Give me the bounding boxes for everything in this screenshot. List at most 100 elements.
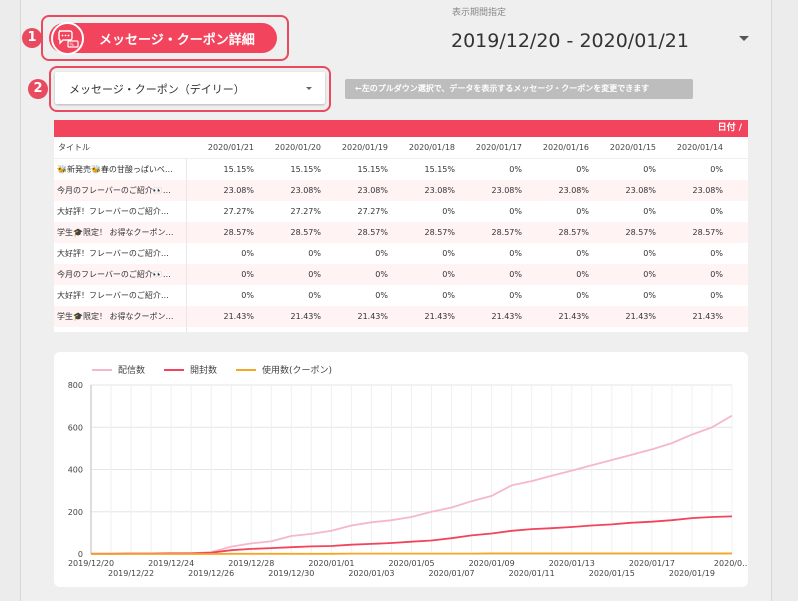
table-cell: 28%: [262, 327, 329, 332]
table-cell: 23.08%: [262, 180, 329, 201]
table-cell: 27.27%: [223, 207, 254, 216]
detail-button-label: メッセージ・クーポン詳細: [99, 33, 255, 48]
table-cell: 0%: [710, 165, 723, 174]
annotation-badge-1: 1: [22, 28, 42, 48]
y-tick-label: 200: [68, 508, 83, 517]
table-cell: 21.43%: [262, 306, 329, 327]
table-cell: 28%: [530, 327, 597, 332]
column-header-date[interactable]: 2020/01/19: [329, 137, 396, 159]
x-tick-label: 2019/12/24: [148, 559, 194, 568]
row-title: 大好評！フレーバーのご紹介…: [54, 285, 187, 306]
highlight-box-2: [49, 66, 331, 112]
date-range-dropdown-icon[interactable]: [739, 36, 749, 41]
table-cell: 15.15%: [290, 165, 321, 174]
table-row: 🐝新発売🐝春の甘酸っぱいベ… 15.15% 15.15% 15.15% 15.15% 0%…: [54, 158, 748, 180]
table-cell: 0%: [463, 264, 530, 285]
legend-label[interactable]: 使用数(クーポン): [262, 364, 332, 376]
table-cell: 23.08%: [530, 180, 597, 201]
table-row: 大好評！フレーバーのご紹介…28%28%28%28%28%28%24%24%: [54, 327, 748, 332]
x-tick-label: 2020/0…: [714, 559, 748, 568]
column-header-date[interactable]: 2020/01/20: [262, 137, 329, 159]
x-tick-label: 2019/12/26: [188, 569, 234, 578]
table-row: 今月のフレーバーのご紹介👀… 23.08% 23.08% 23.08% 23.08% 23…: [54, 180, 748, 201]
y-tick-label: 400: [68, 466, 83, 475]
table-cell: 0%: [643, 291, 656, 300]
x-tick-label: 2020/01/15: [589, 569, 635, 578]
table-cell: 0%: [396, 264, 463, 285]
x-tick-label: 2020/01/05: [388, 559, 434, 568]
table-cell: 21.43%: [463, 306, 530, 327]
column-header-date[interactable]: 2020/01/21: [186, 137, 262, 159]
message-coupon-select[interactable]: メッセージ・クーポン（デイリー）: [55, 72, 325, 104]
hint-text: ←左のプルダウン選択で、データを表示するメッセージ・クーポンを変更できます: [345, 79, 693, 99]
svg-text:%: %: [70, 42, 75, 48]
line-chart: 02004006008002019/12/202019/12/222019/12…: [68, 364, 750, 578]
series-line-3: [91, 552, 732, 555]
table-cell: 0%: [509, 165, 522, 174]
select-value: メッセージ・クーポン（デイリー）: [69, 83, 245, 96]
chevron-down-icon: [306, 87, 312, 90]
table-cell: 0%: [308, 249, 321, 258]
table-cell: 0%: [576, 249, 589, 258]
table-row: 学生🎓限定！ お得なクーポン… 28.57% 28.57% 28.57% 28.57% 2…: [54, 222, 748, 243]
message-coupon-icon: %: [51, 22, 84, 55]
table-cell: 28%: [329, 327, 396, 332]
table-cell: 0%: [375, 291, 388, 300]
table-cell: 21.43%: [530, 306, 597, 327]
table-cell: 23.08%: [463, 180, 530, 201]
table-cell: 23.08%: [329, 180, 396, 201]
table-cell: 0%: [442, 207, 455, 216]
table-cell: 0%: [576, 207, 589, 216]
table-cell: 23.08%: [664, 180, 731, 201]
table-cell: 0%: [509, 249, 522, 258]
table-cell: 23.08%: [186, 180, 262, 201]
column-header-date[interactable]: 2020/01/18: [396, 137, 463, 159]
table-cell: 28%: [396, 327, 463, 332]
table-cell: 24%: [664, 327, 731, 332]
y-tick-label: 600: [68, 423, 83, 432]
table-cell: 0%: [643, 165, 656, 174]
x-tick-label: 2019/12/30: [268, 569, 314, 578]
table-cell: 27.27%: [290, 207, 321, 216]
date-range-picker[interactable]: 2019/12/20 - 2020/01/21: [451, 30, 689, 52]
table-cell: 0%: [308, 291, 321, 300]
row-title: 大好評！フレーバーのご紹介…: [54, 327, 187, 332]
table-cell: [731, 306, 748, 327]
x-tick-label: 2020/01/11: [509, 569, 555, 578]
table-cell: 23.08%: [597, 180, 664, 201]
table-row: 大好評！フレーバーのご紹介… 0% 0% 0% 0% 0% 0% 0% 0%: [54, 243, 748, 264]
row-title: 大好評！フレーバーのご紹介…: [54, 243, 187, 264]
table-cell: 0%: [241, 291, 254, 300]
table-cell: 28.57%: [329, 222, 396, 243]
column-header-date[interactable]: 2020/01/16: [530, 137, 597, 159]
table-cell: 0%: [576, 291, 589, 300]
column-header-date[interactable]: 2020/01/17: [463, 137, 530, 159]
row-title: 学生🎓限定！ お得なクーポン…: [54, 306, 187, 327]
row-title: 今月のフレーバーのご紹介👀…: [54, 180, 187, 201]
table-group-header: 日付 /: [54, 120, 748, 137]
table-cell: [731, 327, 748, 332]
table-cell: 0%: [442, 291, 455, 300]
table-cell: 28.57%: [530, 222, 597, 243]
message-coupon-detail-button[interactable]: % メッセージ・クーポン詳細: [49, 22, 277, 55]
x-tick-label: 2019/12/22: [108, 569, 154, 578]
table-cell: 23.08%: [396, 180, 463, 201]
column-header-date[interactable]: 2: [731, 137, 748, 159]
table-cell: 21.43%: [396, 306, 463, 327]
y-tick-label: 800: [68, 381, 83, 390]
column-header-date[interactable]: 2020/01/14: [664, 137, 731, 159]
x-tick-label: 2020/01/13: [549, 559, 595, 568]
x-tick-label: 2020/01/01: [308, 559, 354, 568]
legend-label[interactable]: 開封数: [190, 364, 217, 376]
rate-table: 日付 / タイトル 2020/01/21 2020/01/20 2020/01/19 2…: [54, 120, 748, 332]
table-row: 学生🎓限定！ お得なクーポン… 21.43% 21.43% 21.43% 21.43% 2…: [54, 306, 748, 327]
table-cell: 0%: [262, 264, 329, 285]
x-tick-label: 2020/01/19: [669, 569, 715, 578]
legend-label[interactable]: 配信数: [118, 364, 145, 376]
column-header-title: タイトル: [54, 137, 186, 159]
table-cell: 21.43%: [186, 306, 262, 327]
column-header-date[interactable]: 2020/01/15: [597, 137, 664, 159]
table-row: 今月のフレーバーのご紹介👀… 0% 0% 0% 0% 0% 0% 0% 0%: [54, 264, 748, 285]
table-cell: 28.57%: [463, 222, 530, 243]
row-title: 今月のフレーバーのご紹介👀…: [54, 264, 187, 285]
